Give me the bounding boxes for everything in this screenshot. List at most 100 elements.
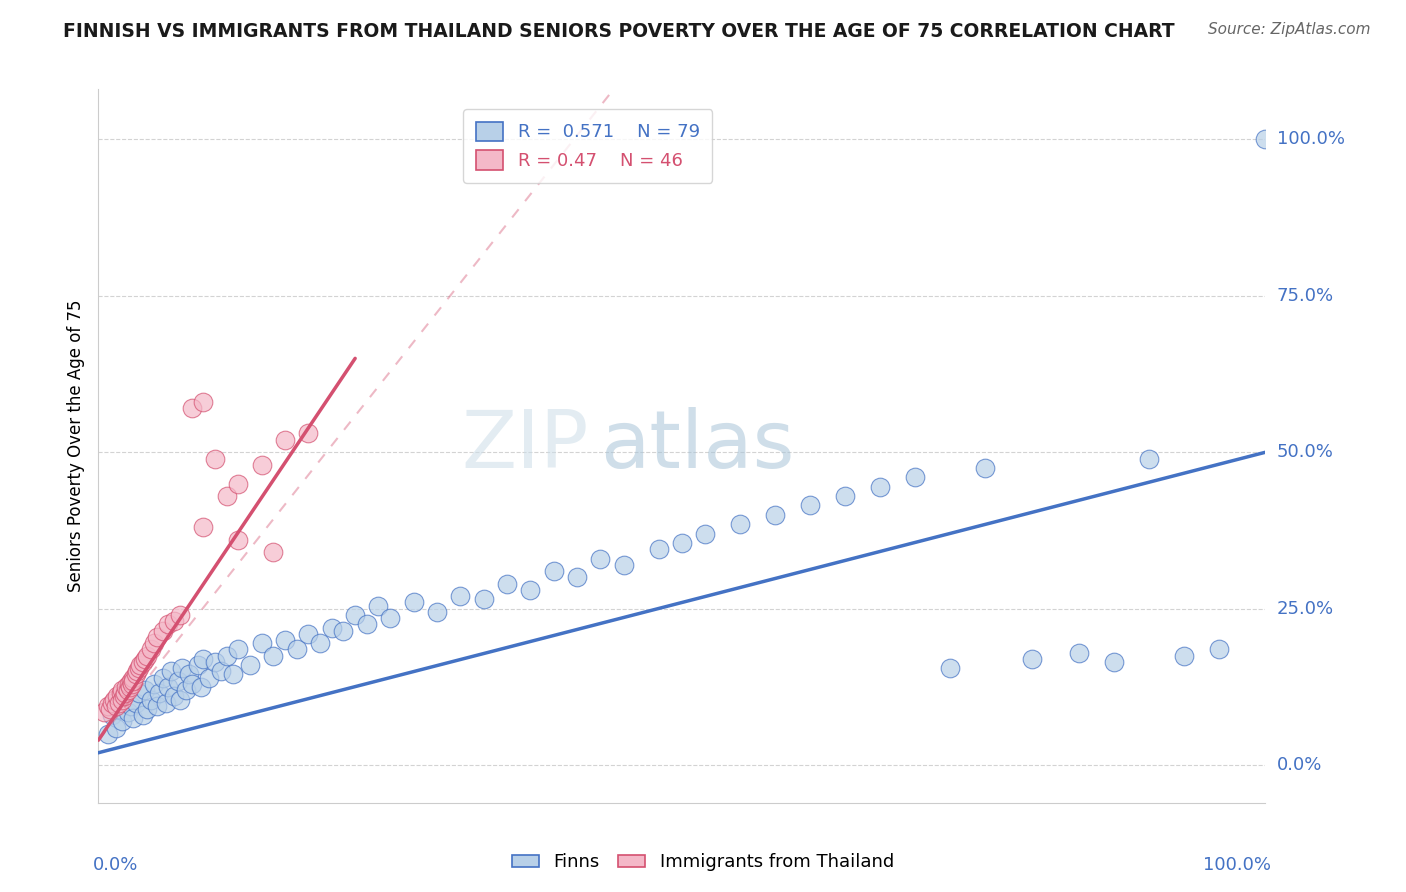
Point (103, 692, 125, 706)
Point (101, 708, 124, 723)
Point (402, 595, 425, 609)
Point (1067, 646, 1090, 660)
Point (117, 683, 139, 698)
Point (297, 627, 319, 641)
Point (139, 642, 162, 657)
Point (105, 690, 128, 704)
Text: 0.0%: 0.0% (1277, 756, 1322, 774)
Point (129, 658, 152, 673)
Point (1208, 642, 1230, 657)
Point (297, 426, 319, 441)
Point (169, 607, 191, 622)
Point (112, 690, 135, 704)
Point (136, 648, 159, 663)
Point (115, 680, 138, 694)
Text: Source: ZipAtlas.com: Source: ZipAtlas.com (1208, 22, 1371, 37)
Point (613, 558, 636, 572)
Point (157, 617, 180, 632)
Point (1137, 451, 1160, 466)
Point (134, 683, 156, 698)
Point (834, 489, 856, 503)
Point (166, 673, 188, 688)
Point (671, 536, 693, 550)
Point (163, 690, 186, 704)
Point (730, 517, 752, 532)
Point (190, 680, 212, 694)
Point (155, 696, 177, 710)
Point (101, 696, 124, 710)
Text: 75.0%: 75.0% (1277, 286, 1334, 305)
Point (209, 665, 232, 679)
Point (125, 665, 148, 679)
Point (146, 630, 169, 644)
Text: 50.0%: 50.0% (1277, 443, 1333, 461)
Point (228, 533, 250, 547)
Point (193, 395, 215, 409)
Point (228, 642, 250, 657)
Point (449, 589, 471, 603)
Point (1254, 132, 1277, 146)
Point (496, 576, 519, 591)
Point (180, 677, 202, 691)
Point (228, 476, 250, 491)
Point (1173, 648, 1195, 663)
Point (380, 611, 402, 625)
Point (262, 545, 284, 559)
Point (132, 655, 155, 669)
Text: atlas: atlas (600, 407, 794, 485)
Point (93, 705, 115, 719)
Point (125, 667, 148, 681)
Point (204, 451, 226, 466)
Point (169, 692, 191, 706)
Point (128, 661, 150, 675)
Point (344, 607, 367, 622)
Point (139, 692, 162, 706)
Text: 25.0%: 25.0% (1277, 599, 1334, 618)
Point (180, 401, 202, 416)
Point (159, 665, 181, 679)
Point (939, 661, 962, 675)
Point (215, 648, 238, 663)
Y-axis label: Seniors Poverty Over the Age of 75: Seniors Poverty Over the Age of 75 (66, 300, 84, 592)
Point (111, 683, 134, 698)
Point (136, 702, 159, 716)
Point (111, 692, 134, 706)
Point (122, 671, 145, 685)
Point (122, 711, 145, 725)
Text: 0.0%: 0.0% (93, 856, 138, 874)
Point (121, 677, 143, 691)
Point (332, 624, 354, 638)
Point (543, 564, 565, 578)
Point (112, 690, 135, 704)
Point (179, 667, 201, 681)
Point (763, 508, 786, 522)
Text: FINNISH VS IMMIGRANTS FROM THAILAND SENIORS POVERTY OVER THE AGE OF 75 CORRELATI: FINNISH VS IMMIGRANTS FROM THAILAND SENI… (63, 22, 1175, 41)
Point (152, 671, 174, 685)
Point (519, 582, 541, 597)
Legend: Finns, Immigrants from Thailand: Finns, Immigrants from Thailand (505, 847, 901, 879)
Point (974, 461, 997, 475)
Point (134, 652, 156, 666)
Point (1102, 655, 1125, 669)
Point (163, 614, 186, 628)
Text: ZIP: ZIP (461, 407, 589, 485)
Point (117, 705, 139, 719)
Point (799, 499, 821, 513)
Point (104, 721, 127, 735)
Text: 100.0%: 100.0% (1277, 130, 1344, 148)
Point (132, 708, 155, 723)
Point (108, 696, 131, 710)
Point (695, 526, 717, 541)
Point (356, 617, 378, 632)
Point (239, 658, 262, 673)
Point (250, 636, 273, 650)
Point (120, 673, 142, 688)
Point (426, 605, 449, 619)
Point (869, 480, 891, 494)
Point (565, 570, 588, 584)
Point (146, 698, 169, 713)
Point (187, 658, 209, 673)
Point (108, 702, 131, 716)
Point (122, 673, 145, 688)
Point (104, 698, 127, 713)
